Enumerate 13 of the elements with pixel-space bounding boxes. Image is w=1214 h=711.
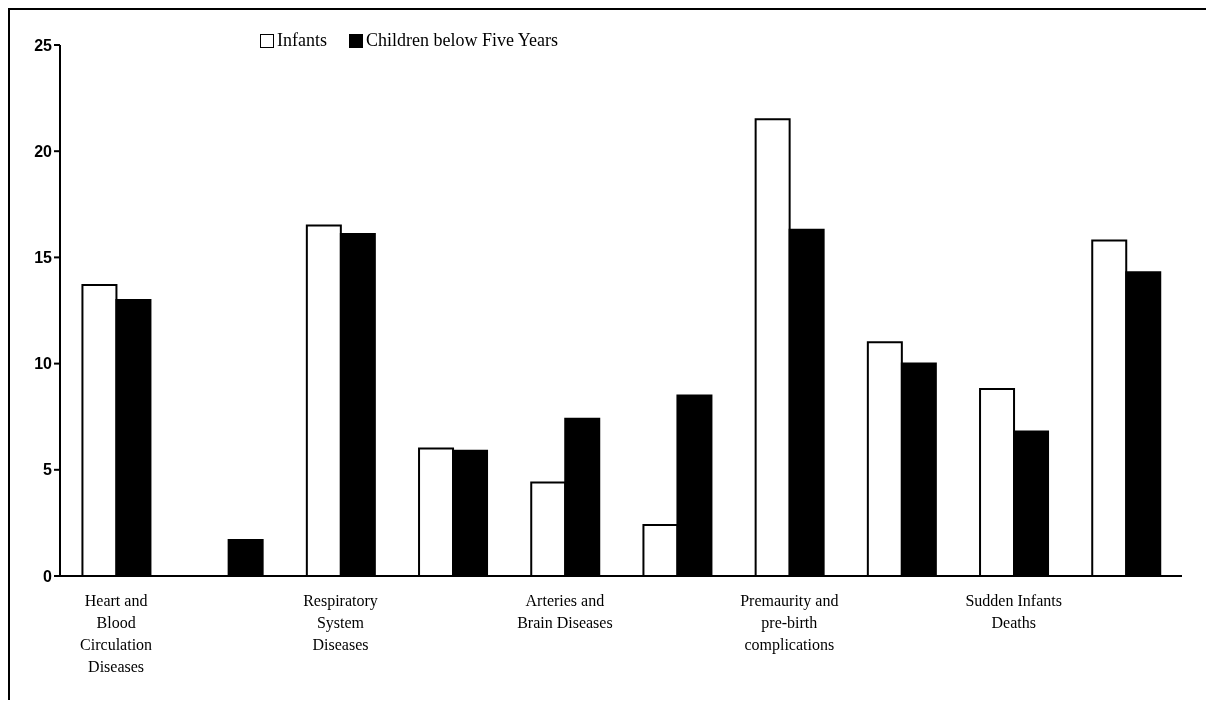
legend-label: Infants	[276, 30, 327, 51]
y-tick-label: 25	[34, 36, 53, 54]
y-tick-label: 15	[34, 249, 53, 267]
x-tick-label: Premaurity and pre-birth complications	[739, 591, 840, 656]
x-tick-label: Heart and Blood Circulation Diseases	[79, 591, 154, 677]
x-tick-label: Respiratory System Diseases	[302, 591, 379, 655]
y-tick-label: 10	[34, 355, 53, 373]
x-tick-label: Sudden Infants Deaths	[964, 591, 1063, 633]
x-tick-label: Arteries and Brain Diseases	[516, 591, 614, 633]
y-tick-label: 5	[43, 461, 53, 479]
y-tick-label: 20	[34, 142, 53, 160]
y-tick-label: 0	[43, 567, 53, 585]
legend-label: Children below Five Years	[365, 30, 558, 51]
